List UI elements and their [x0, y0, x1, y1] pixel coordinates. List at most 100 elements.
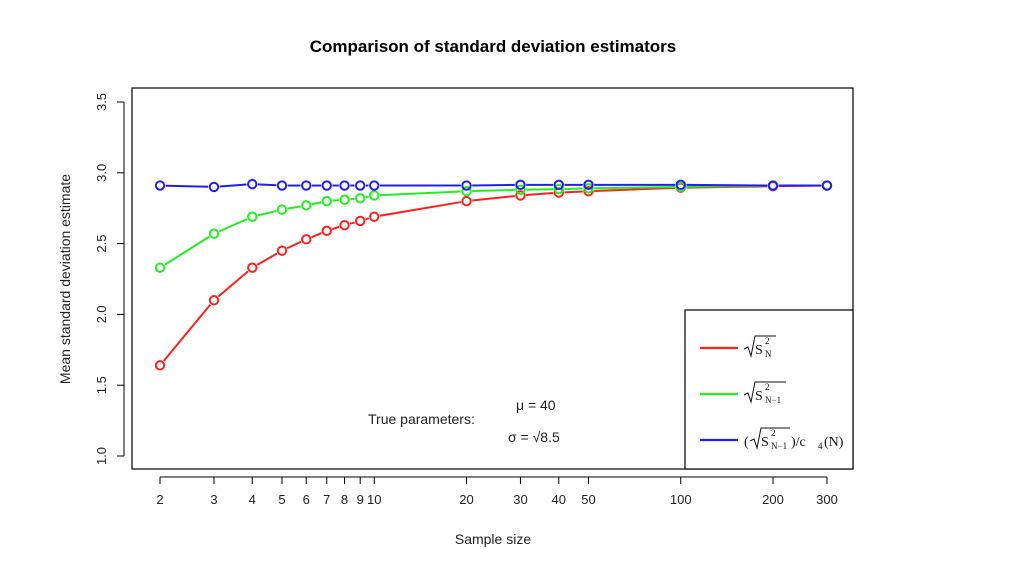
series-2-point	[339, 194, 350, 205]
series-1-segment	[472, 195, 515, 202]
series-2-point	[247, 211, 258, 222]
x-tick-label: 4	[249, 492, 256, 507]
series-2-point	[208, 228, 220, 239]
y-tick-label: 2.5	[94, 235, 109, 253]
series-2-point	[355, 193, 366, 204]
legend-sqrt-symbol-3	[749, 427, 790, 450]
series-1-segment	[256, 252, 278, 266]
series-3	[154, 178, 833, 193]
true-parameters-label: True parameters:	[368, 411, 475, 427]
series-1-point	[515, 190, 526, 201]
true-parameters-annotation: True parameters: μ = 40 σ = √8.5	[368, 397, 560, 445]
x-tick-label: 100	[670, 492, 692, 507]
series-3-point	[553, 179, 564, 191]
x-tick-label: 6	[303, 492, 310, 507]
y-tick-label: 3.5	[94, 93, 109, 111]
series-layer	[154, 178, 833, 371]
series-2-segment	[472, 188, 515, 193]
series-1-segment	[162, 303, 212, 362]
series-2-point	[369, 190, 380, 201]
series-2-point	[583, 183, 594, 194]
series-1-point	[276, 245, 288, 256]
series-2-segment	[379, 190, 461, 197]
series-3-point	[583, 179, 594, 191]
series-1-point	[154, 360, 166, 371]
series-1-segment	[594, 186, 676, 192]
x-tick-label: 40	[552, 492, 566, 507]
x-axis-label: Sample size	[455, 531, 531, 547]
x-tick-label: 9	[357, 492, 364, 507]
legend-sub-2: N−1	[765, 395, 781, 405]
series-2-segment	[332, 199, 339, 202]
legend-close-3: )/c	[791, 435, 806, 450]
series-1-point	[247, 262, 258, 273]
series-3-point	[821, 180, 833, 191]
legend-entry-3: ( S 2 N−1 )/c 4 (N)	[700, 427, 844, 451]
series-2-segment	[218, 218, 248, 233]
series-3-point	[515, 179, 526, 191]
series-1-point	[461, 195, 472, 207]
sigma-annotation: σ = √8.5	[508, 429, 560, 445]
legend-sqrt-symbol-2	[743, 381, 786, 404]
y-axis: 1.0 1.5 2.0 2.5 3.0 3.5	[94, 93, 125, 465]
series-3-point	[154, 180, 166, 191]
y-tick-label: 1.0	[94, 447, 109, 465]
series-3-point	[461, 180, 472, 191]
series-2-point	[301, 200, 312, 211]
series-1-segment	[311, 232, 322, 239]
legend-sup-3: 2	[771, 428, 776, 438]
series-3-point	[208, 181, 220, 193]
legend-sup-2: 2	[765, 382, 770, 392]
series-1-point	[339, 219, 350, 231]
legend-sub-1: N	[765, 349, 772, 359]
legend-sub-3: N−1	[771, 441, 787, 451]
y-axis-label: Mean standard deviation estimate	[57, 174, 73, 384]
legend-sup-1: 2	[765, 336, 770, 346]
series-3-point	[301, 180, 312, 191]
y-tick-label: 1.5	[94, 376, 109, 394]
legend-arg-3: (N)	[824, 435, 844, 450]
x-tick-label: 30	[513, 492, 527, 507]
series-1-segment	[349, 221, 355, 225]
x-tick-label: 20	[459, 492, 473, 507]
x-axis: 2 3 4 5 6 7 8 9 10 20 30 40 50 100 200 300	[156, 476, 838, 507]
series-2-point	[276, 204, 288, 215]
series-1-point	[208, 295, 220, 306]
series-2-point	[461, 186, 472, 197]
x-tick-label: 7	[323, 492, 330, 507]
y-tick-label: 2.0	[94, 305, 109, 323]
series-1-segment	[365, 217, 370, 221]
legend-main-2: S	[755, 389, 763, 404]
series-2-segment	[164, 235, 210, 266]
legend-entry-1: S 2 N	[700, 335, 776, 359]
y-tick-label: 3.0	[94, 164, 109, 182]
series-3-segment	[257, 183, 277, 187]
series-3-segment	[219, 183, 247, 188]
series-1-segment	[526, 192, 554, 197]
series-3-point	[355, 180, 366, 191]
legend-sqrt-symbol-1	[743, 335, 776, 358]
series-1-point	[369, 211, 380, 222]
series-3-segment	[686, 183, 768, 187]
x-tick-label: 2	[156, 492, 163, 507]
series-2-segment	[287, 205, 301, 210]
series-2-point	[515, 184, 526, 195]
series-3-point	[767, 180, 779, 191]
series-2-segment	[365, 195, 369, 199]
legend-open-paren-3: (	[744, 435, 749, 450]
series-2-segment	[311, 201, 322, 206]
series-1-point	[355, 215, 366, 227]
series-2-segment	[594, 186, 676, 190]
x-tick-label: 3	[210, 492, 217, 507]
series-1-segment	[564, 190, 583, 194]
plot-frame	[131, 87, 854, 470]
series-1-point	[301, 234, 312, 245]
series-3-point	[276, 180, 288, 191]
x-tick-label: 50	[581, 492, 595, 507]
legend-csub-3: 4	[818, 441, 823, 451]
series-2-segment	[257, 209, 277, 217]
x-tick-label: 10	[367, 492, 381, 507]
legend-main-3: S	[761, 435, 769, 450]
series-1-point	[321, 225, 332, 237]
